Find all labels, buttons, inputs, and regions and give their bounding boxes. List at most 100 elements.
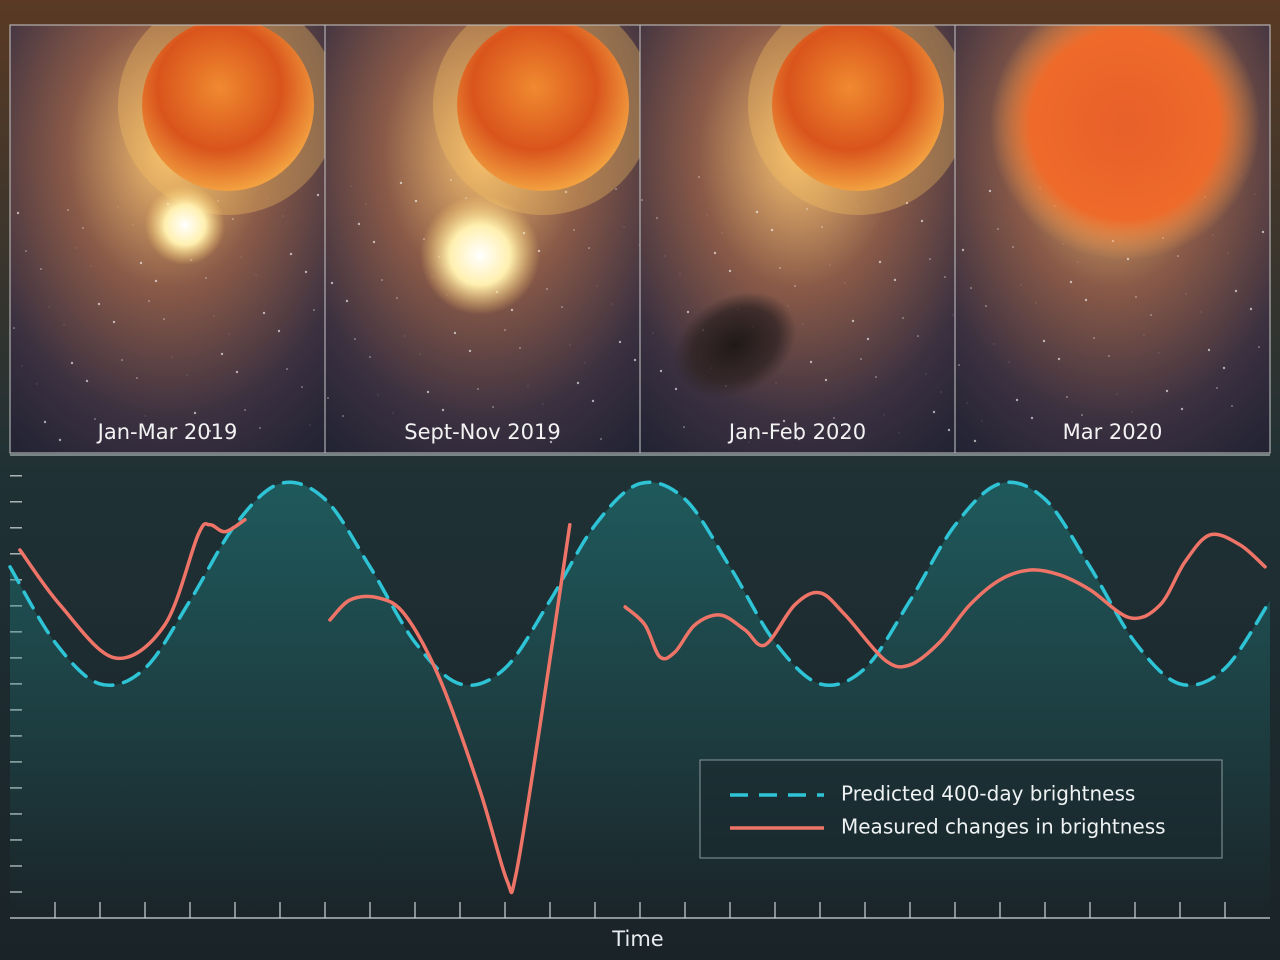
star-dot: [21, 365, 23, 367]
star-dot: [925, 373, 927, 375]
star-dot: [641, 199, 643, 201]
star-dot: [316, 193, 320, 197]
star-dot: [36, 383, 38, 385]
star-dot: [304, 270, 308, 274]
star-dot: [973, 439, 977, 443]
star-dot: [1180, 407, 1184, 411]
star-dot: [282, 215, 284, 217]
star-dot: [1066, 396, 1068, 398]
star-dot: [1207, 348, 1211, 352]
star-dot: [286, 368, 288, 370]
star-dot: [132, 224, 134, 226]
star-dot: [997, 228, 999, 230]
star-dot: [623, 226, 625, 228]
star-dot: [414, 199, 418, 203]
star-dot: [159, 433, 161, 435]
star-dot: [664, 255, 666, 257]
panel-art: [640, 25, 955, 453]
star-dot: [193, 411, 197, 415]
star-dot: [944, 276, 946, 278]
star-dot: [232, 218, 234, 220]
star-dot: [1177, 255, 1179, 257]
star-dot: [588, 247, 590, 249]
star-dot: [1165, 389, 1169, 393]
star-dot: [94, 418, 96, 420]
star-dot: [706, 214, 708, 216]
star-dot: [1234, 289, 1238, 293]
star-dot: [342, 415, 344, 417]
star-dot: [40, 268, 42, 270]
star-dot: [981, 420, 983, 422]
star-dot: [1030, 416, 1034, 420]
star-dot: [755, 210, 759, 214]
panel-art: [955, 25, 1270, 453]
star-dot: [186, 374, 188, 376]
star-dot: [259, 427, 261, 429]
star-dot: [775, 382, 777, 384]
legend-label: Measured changes in brightness: [841, 815, 1166, 839]
star-dot: [920, 219, 924, 223]
star-dot: [569, 344, 571, 346]
star-dot: [600, 438, 602, 440]
star-dot: [75, 247, 77, 249]
legend-label: Predicted 400-day brightness: [841, 782, 1135, 806]
star-dot: [848, 435, 850, 437]
star-dot: [952, 314, 954, 316]
star-dot: [235, 370, 239, 374]
star-dot: [656, 217, 658, 219]
star-dot: [860, 358, 862, 360]
star-dot: [1084, 298, 1088, 302]
star-dot: [698, 176, 700, 178]
star-dot: [1231, 405, 1233, 407]
star-dot: [958, 364, 960, 366]
star-dot: [392, 412, 394, 414]
star-dot: [573, 229, 575, 231]
star-dot: [404, 335, 406, 337]
star-dot: [240, 256, 242, 258]
star-dot: [372, 240, 376, 244]
panel-label: Mar 2020: [1063, 420, 1163, 444]
star-dot: [97, 302, 101, 306]
star-dot: [1254, 193, 1256, 195]
star-dot: [794, 285, 796, 287]
star-dot: [883, 414, 885, 416]
star-dot: [1108, 355, 1110, 357]
dashed-line: [8, 480, 1272, 687]
star: [772, 25, 944, 191]
star-dot: [561, 306, 563, 308]
star-dot: [779, 267, 781, 269]
star-dot: [618, 340, 622, 344]
panel-art: [325, 25, 640, 453]
star-dot: [985, 305, 987, 307]
star-dot: [217, 200, 219, 202]
star-dot: [833, 417, 835, 419]
star-dot: [171, 356, 173, 358]
star-dot: [966, 402, 968, 404]
panel-label: Jan-Feb 2020: [727, 420, 866, 444]
star-dot: [1258, 346, 1260, 348]
star-dot: [596, 285, 598, 287]
star-dot: [902, 317, 904, 319]
star-dot: [686, 310, 690, 314]
star-dot: [1249, 307, 1253, 311]
star-dot: [898, 432, 900, 434]
panel: Mar 2020: [954, 24, 1271, 454]
star-dot: [546, 288, 548, 290]
star-dot: [313, 309, 315, 311]
star-dot: [674, 387, 678, 391]
star-dot: [866, 337, 870, 341]
star-dot: [611, 303, 613, 305]
star-dot: [748, 441, 750, 443]
star-dot: [584, 362, 586, 364]
star-dot: [262, 311, 266, 315]
star-dot: [154, 279, 158, 283]
panels: Jan-Mar 2019 Sept-Nov 2019 Jan-Feb 2020 Mar…: [9, 24, 1271, 454]
panel: Sept-Nov 2019: [324, 24, 641, 454]
star-dot: [1185, 293, 1187, 295]
star-dot: [961, 248, 965, 252]
star-dot: [633, 358, 637, 362]
star-dot: [929, 258, 931, 260]
star-dot: [821, 226, 823, 228]
star-dot: [829, 264, 831, 266]
